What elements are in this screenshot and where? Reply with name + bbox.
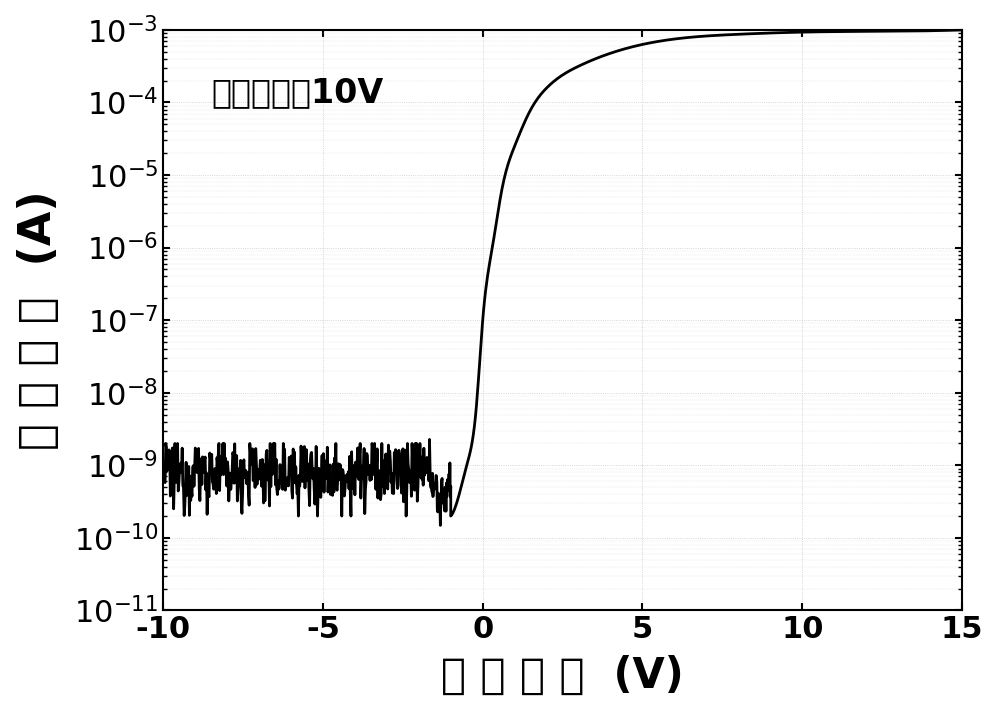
Y-axis label: 漏 极 电 流  (A): 漏 极 电 流 (A) (17, 190, 60, 450)
Text: 源漏电压：10V: 源漏电压：10V (211, 76, 383, 109)
X-axis label: 栅 极 电 压  (V): 栅 极 电 压 (V) (441, 655, 684, 698)
